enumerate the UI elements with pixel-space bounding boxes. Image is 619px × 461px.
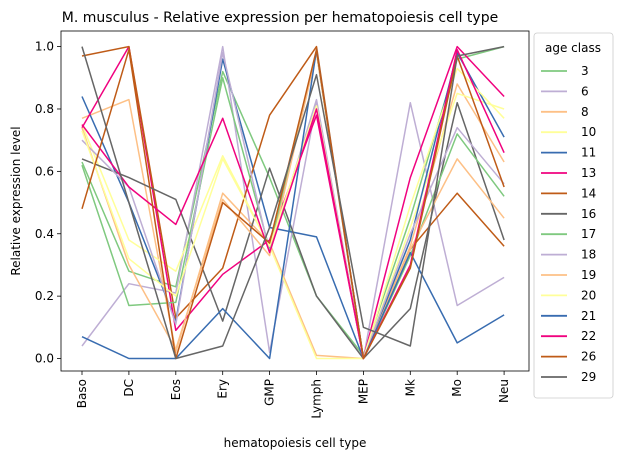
x-axis: Baso DC Eos Ery GMP Lymph MEP Mk Mo Neu (75, 371, 511, 419)
legend: age class 3 6 8 10 11 13 14 16 17 18 19 20 21 22 26 29 (533, 32, 614, 399)
legend-label-16: 16 (581, 207, 596, 221)
x-tick-label: DC (122, 379, 136, 397)
legend-label-26: 26 (581, 350, 596, 364)
y-tick-label: 0.0 (35, 352, 54, 366)
legend-label-21: 21 (581, 309, 596, 323)
chart-title: M. musculus - Relative expression per he… (62, 10, 498, 26)
legend-title: age class (545, 41, 601, 55)
y-axis: 0.0 0.2 0.4 0.6 0.8 1.0 (35, 40, 61, 366)
x-tick-label: Lymph (310, 379, 324, 419)
x-tick-label: Eos (169, 379, 183, 400)
series-line-14 (81, 45, 505, 360)
x-tick-label: Mo (450, 379, 464, 397)
legend-label-17: 17 (581, 227, 596, 241)
y-tick-label: 0.2 (35, 289, 54, 303)
x-tick-label: GMP (263, 379, 277, 406)
x-axis-label: hematopoiesis cell type (224, 436, 367, 450)
legend-label-19: 19 (581, 268, 596, 282)
legend-label-13: 13 (581, 166, 596, 180)
legend-label-14: 14 (581, 186, 596, 200)
x-tick-label: Baso (75, 379, 89, 408)
series-line-26 (81, 48, 505, 360)
legend-label-6: 6 (581, 84, 589, 98)
series-line-20 (81, 67, 505, 360)
y-tick-label: 1.0 (35, 40, 54, 54)
y-tick-label: 0.6 (35, 164, 54, 178)
legend-box (533, 32, 614, 399)
legend-label-18: 18 (581, 248, 596, 262)
legend-label-29: 29 (581, 370, 596, 384)
x-tick-label: Mk (403, 379, 417, 396)
legend-label-3: 3 (581, 64, 589, 78)
y-tick-label: 0.4 (35, 227, 54, 241)
legend-items: 3 6 8 10 11 13 14 16 17 18 19 20 21 22 26 29 (541, 64, 596, 384)
series-line-21 (81, 48, 505, 360)
legend-label-8: 8 (581, 105, 589, 119)
x-tick-label: MEP (356, 379, 370, 404)
x-tick-label: Ery (216, 379, 230, 399)
legend-label-11: 11 (581, 146, 596, 160)
series-layer (81, 45, 505, 360)
y-axis-label: Relative expression level (9, 126, 23, 275)
plot-frame (60, 30, 530, 372)
series-line-29 (81, 45, 505, 360)
x-tick-label: Neu (497, 379, 511, 403)
legend-label-20: 20 (581, 288, 596, 302)
legend-label-22: 22 (581, 329, 596, 343)
legend-label-10: 10 (581, 125, 596, 139)
y-tick-label: 0.8 (35, 102, 54, 116)
